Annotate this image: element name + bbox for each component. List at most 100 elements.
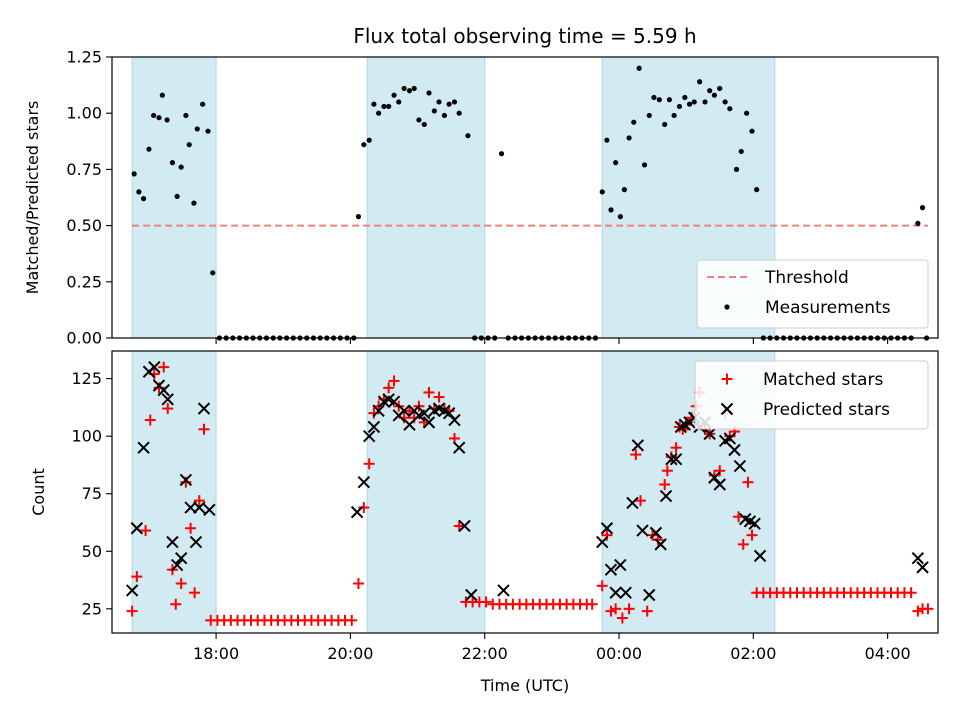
matched-star-point (586, 598, 598, 610)
predicted-star-point (609, 586, 622, 599)
matched-star-point (346, 614, 358, 626)
bottom-legend-box (694, 360, 929, 430)
matched-star-point (175, 578, 187, 590)
measurement-point (682, 94, 688, 101)
measurement-point (656, 97, 662, 103)
measurement-point (733, 166, 740, 172)
measurement-point (662, 121, 668, 128)
measurement-point (194, 126, 200, 132)
measurement-point (416, 117, 422, 123)
measurement-point (702, 99, 708, 105)
top-panel: 0.00 0.25 0.50 0.75 1.00 1.25 Flux total obse… (23, 24, 939, 348)
measurement-point (915, 220, 921, 226)
measurement-point (711, 92, 717, 98)
measurement-point (608, 207, 614, 213)
predicted-star-point (367, 420, 381, 434)
predicted-star-point (649, 526, 663, 540)
predicted-star-point (357, 476, 371, 489)
measurement-point (613, 160, 619, 166)
predicted-star-point (497, 584, 510, 597)
matched-star-point (162, 403, 174, 415)
measurement-point (361, 142, 367, 148)
legend-predicted-swatch (720, 402, 734, 416)
measurement-point (738, 148, 744, 155)
predicted-star-point (197, 402, 211, 415)
predicted-star-point (161, 393, 174, 406)
predicted-star-point (362, 429, 376, 443)
predicted-star-point (911, 551, 925, 565)
matched-star-point (453, 520, 465, 532)
measurement-point (722, 99, 728, 105)
y-tick-label: 0.25 (66, 272, 102, 291)
measurement-point (498, 151, 505, 157)
predicted-star-point (458, 519, 471, 533)
measurement-point (381, 103, 387, 110)
measurement-point (406, 88, 413, 94)
measurement-point (366, 137, 372, 143)
matched-star-point (601, 529, 613, 541)
matched-star-point (383, 382, 395, 394)
measurement-point (396, 99, 402, 105)
predicted-star-point (193, 501, 206, 514)
measurement-point (159, 92, 165, 98)
predicted-star-point (703, 427, 716, 441)
measurement-point (451, 99, 458, 105)
measurement-point (717, 85, 723, 92)
predicted-star-point (125, 584, 139, 597)
measurement-point (186, 142, 192, 148)
top-legend: Threshold Measurements (696, 259, 929, 329)
predicted-star-point (350, 505, 364, 519)
y-tick-label: 125 (71, 369, 102, 388)
x-tick-label: 02:00 (730, 644, 776, 663)
matched-star-point (433, 391, 445, 403)
predicted-star-point (452, 441, 466, 454)
matched-star-point (596, 580, 608, 592)
matched-star-point (605, 605, 617, 617)
measurement-point (631, 119, 637, 125)
matched-star-point (480, 596, 492, 608)
measurement-point (191, 200, 197, 206)
bottom-x-ticks: 18:00 20:00 22:00 00:00 02:00 04:00 (193, 633, 911, 663)
measurement-point (456, 110, 462, 116)
measurement-point (156, 115, 162, 121)
predicted-star-point (148, 360, 161, 374)
measurement-point (371, 101, 377, 107)
x-tick-label: 22:00 (462, 644, 508, 663)
predicted-star-point (418, 406, 431, 420)
predicted-star-point (614, 558, 627, 572)
matched-star-point (616, 612, 628, 624)
legend-measurements-label: Measurements (765, 298, 891, 318)
measurement-point (749, 128, 755, 134)
matched-star-point (126, 605, 138, 617)
y-tick-label: 1.00 (66, 104, 102, 123)
matched-star-point (714, 465, 726, 477)
matched-star-point (610, 603, 622, 615)
predicted-star-point (442, 406, 456, 420)
bottom-panel: 25 50 75 100 125 18:00 20:00 22:00 00:00 02:00 04… (29, 350, 939, 695)
measurement-point (626, 135, 632, 141)
y-tick-label: 1.25 (66, 48, 102, 67)
measurement-point (919, 205, 926, 211)
top-legend-box (696, 259, 929, 329)
predicted-star-point (708, 471, 721, 484)
matched-star-point (922, 603, 934, 615)
predicted-star-point (372, 404, 385, 418)
measurement-point (697, 79, 703, 85)
predicted-star-point (665, 452, 678, 466)
matched-star-point (746, 529, 758, 541)
y-tick-label: 0.50 (66, 216, 102, 235)
predicted-star-point (669, 452, 683, 466)
predicted-star-point (604, 563, 618, 576)
measurement-point (431, 108, 437, 114)
matched-star-point (659, 479, 671, 491)
predicted-star-point (596, 535, 609, 549)
legend-predicted-label: Predicted stars (763, 400, 890, 420)
x-tick-label: 00:00 (596, 644, 642, 663)
bottom-shaded-regions (131, 350, 776, 634)
matched-star-point (661, 465, 673, 477)
matched-star-point (742, 476, 754, 488)
top-x-ticks (215, 338, 889, 344)
predicted-star-point (713, 478, 726, 491)
predicted-star-point (643, 588, 656, 602)
measurement-point (727, 106, 733, 112)
